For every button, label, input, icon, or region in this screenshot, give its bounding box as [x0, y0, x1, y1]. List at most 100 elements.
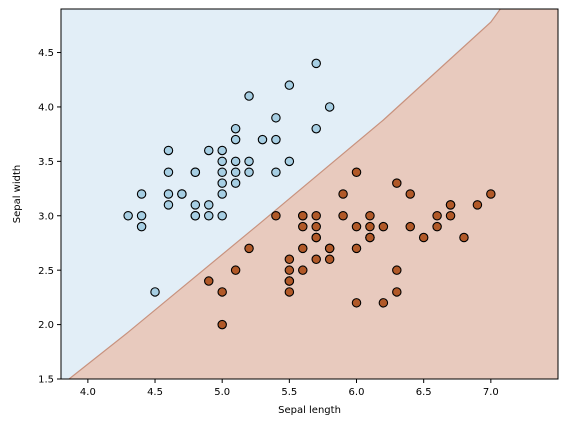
data-point: [284, 80, 295, 90]
x-tick-label: 7.0: [483, 387, 499, 398]
data-point: [136, 211, 147, 221]
data-point: [311, 254, 321, 265]
data-point: [351, 221, 362, 232]
data-point: [472, 200, 483, 210]
data-point: [217, 178, 227, 188]
y-axis-title: Sepal width: [12, 165, 23, 224]
data-point: [392, 265, 402, 275]
data-point: [432, 221, 442, 232]
data-point: [418, 232, 429, 243]
x-tick-label: 6.5: [416, 387, 432, 398]
data-point: [230, 178, 241, 188]
data-point: [351, 243, 362, 254]
data-point: [378, 298, 389, 308]
data-point: [163, 189, 174, 199]
y-tick-label: 3.5: [38, 157, 54, 168]
region-class-b: [69, 9, 558, 379]
data-point: [445, 211, 456, 221]
data-point: [486, 189, 496, 199]
data-point: [217, 189, 227, 199]
data-point: [378, 221, 389, 232]
data-point: [230, 156, 241, 167]
data-point: [217, 167, 227, 177]
y-tick-label: 3.0: [38, 211, 54, 222]
plot-area: [61, 9, 558, 379]
data-point: [324, 254, 335, 265]
data-point: [271, 167, 281, 177]
decision-boundary: [68, 9, 502, 379]
data-point: [351, 298, 362, 308]
data-point: [459, 232, 469, 243]
data-point: [257, 134, 268, 145]
data-point: [230, 123, 241, 134]
x-tick-label: 4.0: [80, 387, 96, 398]
data-point: [324, 102, 335, 112]
data-point: [204, 200, 214, 210]
data-point: [338, 189, 348, 199]
data-point: [405, 189, 415, 199]
data-point: [392, 178, 402, 188]
data-point: [136, 221, 147, 232]
data-point: [365, 232, 375, 243]
data-point: [190, 211, 201, 221]
y-axis: 1.5 2.0 2.5 3.0 3.5 4.0 4.5: [38, 48, 61, 386]
x-axis: 4.0 4.5 5.0 5.5 6.0 6.5 7.0: [80, 379, 499, 398]
data-point: [244, 167, 254, 177]
data-point: [311, 123, 321, 134]
data-point: [284, 156, 295, 167]
x-tick-label: 6.0: [349, 387, 365, 398]
data-point: [217, 319, 227, 330]
data-point: [365, 221, 375, 232]
data-point: [244, 156, 254, 167]
data-point: [136, 189, 147, 199]
data-point: [123, 211, 133, 221]
data-point: [311, 211, 321, 221]
data-point: [204, 211, 214, 221]
data-point: [271, 113, 281, 123]
data-point: [298, 243, 308, 254]
data-point: [445, 200, 456, 210]
data-point: [163, 200, 174, 210]
data-point: [230, 265, 241, 275]
data-point: [365, 211, 375, 221]
data-point: [311, 221, 321, 232]
y-tick-label: 4.0: [38, 103, 54, 114]
data-point: [432, 211, 442, 221]
data-point: [405, 221, 415, 232]
data-point: [163, 167, 174, 177]
data-point: [311, 232, 321, 243]
data-point: [284, 287, 295, 297]
y-tick-label: 4.5: [38, 48, 54, 59]
x-tick-label: 5.0: [214, 387, 230, 398]
x-tick-label: 5.5: [281, 387, 297, 398]
data-point: [150, 287, 160, 297]
data-point: [298, 221, 308, 232]
data-point: [217, 156, 227, 167]
plot-frame: [60, 8, 559, 380]
data-point: [298, 265, 308, 275]
y-tick-label: 2.0: [38, 320, 54, 331]
x-axis-title: Sepal length: [278, 405, 341, 416]
data-point: [217, 211, 227, 221]
data-point: [217, 145, 227, 156]
data-point: [217, 287, 227, 297]
data-point: [284, 276, 295, 286]
data-point: [204, 276, 214, 286]
data-point: [338, 211, 348, 221]
y-tick-label: 1.5: [38, 375, 54, 386]
data-point: [177, 189, 187, 199]
data-point: [271, 211, 281, 221]
x-tick-label: 4.5: [147, 387, 163, 398]
data-point: [311, 58, 321, 69]
data-point: [230, 167, 241, 177]
data-point: [351, 167, 362, 177]
data-point: [163, 145, 174, 156]
scatter-points: [123, 58, 496, 330]
y-tick-label: 2.5: [38, 266, 54, 277]
data-point: [230, 134, 241, 145]
data-point: [244, 243, 254, 254]
data-point: [284, 254, 295, 265]
data-point: [392, 287, 402, 297]
data-point: [298, 211, 308, 221]
